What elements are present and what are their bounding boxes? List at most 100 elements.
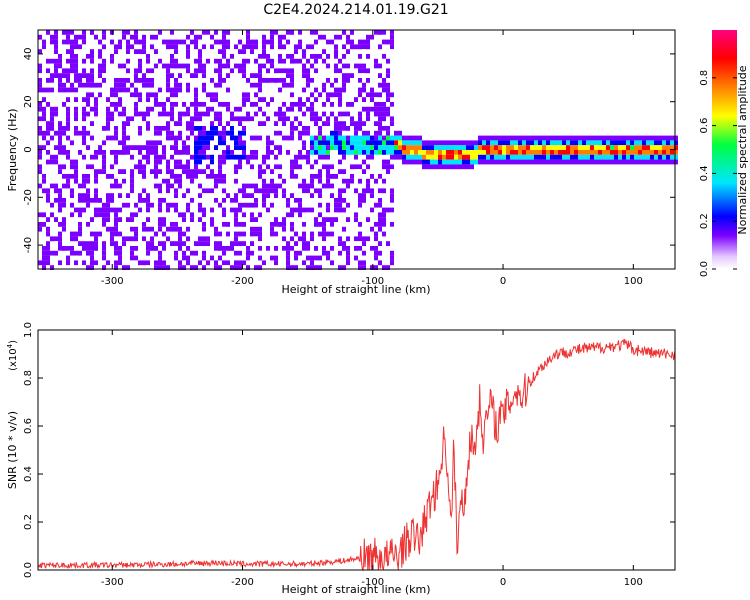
heatmap-cell — [642, 159, 646, 165]
heatmap-cell — [350, 102, 354, 107]
heatmap-cell — [206, 44, 210, 50]
heatmap-cell — [250, 44, 254, 50]
heatmap-cell — [182, 54, 186, 59]
heatmap-cell — [338, 159, 342, 165]
heatmap-cell — [522, 145, 526, 150]
heatmap-cell — [154, 241, 158, 246]
colorbar-tick-label: 0.6 — [699, 118, 710, 134]
heatmap-cell — [670, 159, 674, 165]
heatmap-cell — [210, 207, 214, 213]
heatmap-cell — [46, 188, 50, 194]
heatmap-cell — [222, 255, 226, 261]
heatmap-cell — [390, 222, 394, 227]
heatmap-cell — [486, 140, 490, 146]
heatmap-cell — [134, 246, 138, 251]
heatmap-cell — [438, 164, 442, 170]
heatmap-cell — [374, 49, 378, 54]
heatmap-cell — [342, 39, 346, 45]
heatmap-cell — [470, 164, 474, 170]
heatmap-cell — [162, 126, 166, 131]
heatmap-cell — [234, 49, 238, 54]
heatmap-cell — [186, 207, 190, 213]
heatmap-cell — [534, 159, 538, 165]
heatmap-cell — [206, 140, 210, 146]
heatmap-cell — [562, 145, 566, 150]
heatmap-cell — [350, 174, 354, 179]
heatmap-cell — [206, 241, 210, 246]
heatmap-cell — [218, 236, 222, 242]
heatmap-cell — [210, 135, 214, 141]
heatmap-cell — [174, 106, 178, 112]
heatmap-cell — [182, 217, 186, 222]
heatmap-cell — [58, 116, 62, 122]
heatmap-cell — [270, 44, 274, 50]
heatmap-cell — [126, 260, 130, 266]
heatmap-cell — [226, 111, 230, 117]
heatmap-cell — [210, 169, 214, 174]
heatmap-cell — [182, 49, 186, 54]
heatmap-cell — [482, 135, 486, 141]
heatmap-cell — [222, 97, 226, 102]
x-tick-label: 100 — [624, 276, 643, 287]
heatmap-cell — [298, 255, 302, 261]
heatmap-cell — [230, 39, 234, 45]
heatmap-cell — [358, 241, 362, 246]
heatmap-cell — [390, 58, 394, 64]
heatmap-cell — [218, 97, 222, 102]
heatmap-cell — [206, 226, 210, 232]
heatmap-cell — [346, 145, 350, 150]
heatmap-cell — [186, 68, 190, 74]
heatmap-cell — [162, 231, 166, 237]
heatmap-cell — [322, 140, 326, 146]
heatmap-cell — [158, 154, 162, 160]
heatmap-cell — [554, 150, 558, 155]
heatmap-cell — [182, 126, 186, 131]
heatmap-cell — [182, 140, 186, 146]
heatmap-cell — [54, 150, 58, 155]
heatmap-cell — [134, 106, 138, 112]
heatmap-cell — [366, 246, 370, 251]
heatmap-cell — [222, 246, 226, 251]
heatmap-cell — [366, 255, 370, 261]
heatmap-cell — [534, 150, 538, 155]
heatmap-cell — [278, 246, 282, 251]
heatmap-cell — [174, 222, 178, 227]
heatmap-cell — [126, 150, 130, 155]
heatmap-cell — [170, 92, 174, 98]
heatmap-cell — [210, 63, 214, 69]
heatmap-cell — [250, 178, 254, 184]
heatmap-cell — [330, 121, 334, 126]
heatmap-cell — [50, 236, 54, 242]
heatmap-cell — [322, 231, 326, 237]
heatmap-cell — [374, 102, 378, 107]
heatmap-cell — [322, 92, 326, 98]
heatmap-cell — [62, 222, 66, 227]
heatmap-cell — [422, 140, 426, 146]
heatmap-cell — [594, 159, 598, 165]
heatmap-cell — [98, 226, 102, 232]
heatmap-cell — [242, 73, 246, 78]
heatmap-cell — [494, 145, 498, 150]
heatmap-cell — [66, 39, 70, 45]
heatmap-cell — [606, 150, 610, 155]
heatmap-cell — [390, 198, 394, 203]
heatmap-cell — [338, 87, 342, 93]
heatmap-cell — [674, 154, 678, 160]
heatmap-cell — [310, 106, 314, 112]
heatmap-cell — [130, 265, 134, 270]
heatmap-cell — [410, 159, 414, 165]
heatmap-cell — [166, 164, 170, 170]
heatmap-cell — [66, 58, 70, 64]
heatmap-cell — [190, 217, 194, 222]
heatmap-cell — [350, 178, 354, 184]
heatmap-cell — [218, 58, 222, 64]
heatmap-cell — [538, 154, 542, 160]
heatmap-cell — [126, 183, 130, 189]
heatmap-cell — [266, 250, 270, 256]
heatmap-cell — [154, 130, 158, 136]
heatmap-cell — [358, 169, 362, 174]
heatmap-cell — [58, 102, 62, 107]
heatmap-cell — [242, 150, 246, 155]
heatmap-cell — [318, 97, 322, 102]
heatmap-cell — [90, 250, 94, 256]
